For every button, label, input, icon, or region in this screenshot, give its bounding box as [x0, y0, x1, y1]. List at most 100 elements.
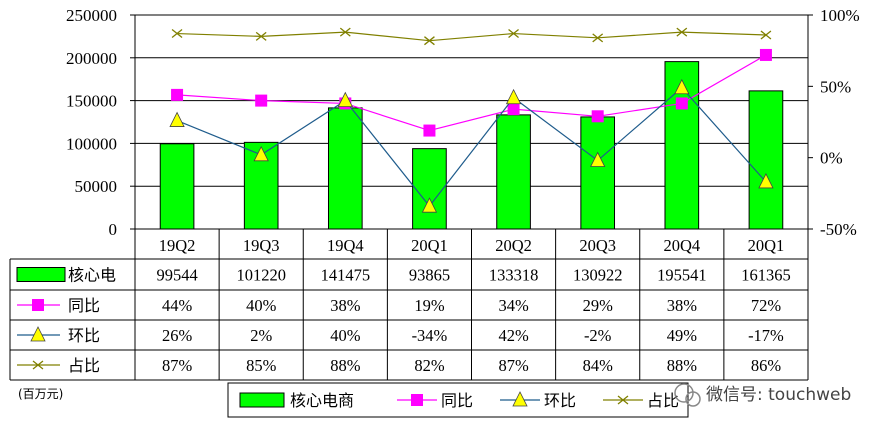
marker-square — [423, 124, 436, 137]
category-label: 20Q2 — [495, 236, 532, 255]
table-cell: 87% — [162, 356, 193, 375]
watermark: 微信号: touchweb — [674, 383, 851, 407]
table-cell: 44% — [162, 296, 193, 315]
table-cell: 93865 — [409, 266, 450, 285]
table-cell: 84% — [583, 356, 614, 375]
wechat-icon — [674, 383, 694, 403]
table-key-marker — [32, 299, 44, 311]
marker-x — [339, 27, 351, 37]
marker-triangle — [169, 111, 185, 127]
table-cell: 99544 — [156, 266, 197, 285]
marker-x — [760, 30, 772, 40]
legend-label: 环比 — [544, 391, 576, 410]
y-tick-label: 0 — [109, 220, 118, 239]
table-cell: 195541 — [657, 266, 707, 285]
table-key-marker — [411, 394, 423, 406]
bar — [748, 90, 784, 230]
bar — [412, 148, 447, 230]
table-cell: 2% — [250, 326, 272, 345]
marker-square — [759, 48, 772, 61]
category-label: 20Q3 — [579, 236, 616, 255]
table-key-bar — [16, 267, 66, 282]
marker-x — [424, 36, 435, 46]
table-cell: 34% — [498, 296, 529, 315]
bar — [327, 107, 363, 230]
table-cell: 130922 — [573, 266, 623, 285]
legend-label: 占比 — [647, 391, 679, 410]
table-cell: 38% — [667, 296, 698, 315]
marker-x — [592, 33, 604, 43]
marker-square — [171, 88, 184, 101]
series-line — [177, 54, 767, 132]
table-cell: 42% — [498, 326, 529, 345]
axes: 250000 200000 150000 100000 50000 0 100% 50% 0% -… — [66, 6, 860, 239]
table-cell: -17% — [748, 326, 784, 345]
marker-x — [508, 29, 519, 39]
marker-square — [507, 103, 520, 116]
legend-label: 同比 — [441, 391, 473, 410]
y-tick-label: 100000 — [66, 134, 117, 153]
marker-x — [676, 27, 688, 37]
marker-square — [591, 110, 604, 123]
marker-triangle — [758, 173, 774, 189]
table-cell: 38% — [330, 296, 361, 315]
marker-triangle — [505, 88, 522, 105]
legend: 核心电商 同比 环比 占比 — [227, 382, 689, 418]
y-tick-label: 200000 — [66, 49, 117, 68]
marker-triangle — [421, 197, 438, 213]
y2-tick-label: 0% — [820, 149, 843, 168]
category-label: 20Q1 — [748, 236, 785, 255]
table-cell: 87% — [498, 356, 529, 375]
category-label: 19Q4 — [327, 236, 364, 255]
category-label: 19Q2 — [159, 236, 196, 255]
table-cell: 40% — [330, 326, 361, 345]
category-label: 20Q4 — [663, 236, 700, 255]
table-cell: 82% — [414, 356, 445, 375]
table-cell: 19% — [414, 296, 445, 315]
wechat-icon-bubble — [685, 391, 701, 407]
bar-series — [159, 61, 784, 230]
table-cell: 101220 — [236, 266, 286, 285]
bar — [580, 116, 616, 230]
table-cell: 49% — [667, 326, 698, 345]
marker-triangle — [590, 151, 606, 167]
unit-label: (百万元) — [18, 387, 63, 401]
table-cell: 88% — [330, 356, 361, 375]
table-key-marker — [32, 360, 44, 370]
y2-tick-label: 50% — [820, 77, 851, 96]
legend-swatch — [239, 392, 285, 408]
grid-lines — [135, 14, 808, 187]
marker-x — [255, 31, 267, 41]
marker-triangle — [253, 145, 269, 162]
y-tick-label: 50000 — [75, 177, 118, 196]
marker-square — [675, 97, 688, 110]
bar — [496, 114, 531, 230]
table-row-label: 同比 — [68, 296, 100, 315]
legend-label: 核心电商 — [290, 391, 354, 410]
table-cell: -2% — [584, 326, 612, 345]
table-key-marker — [512, 391, 528, 407]
table-cell: 26% — [162, 326, 193, 345]
table-cell: 86% — [751, 356, 782, 375]
marker-x — [171, 29, 183, 39]
y-tick-label: 250000 — [66, 6, 117, 25]
table-cell: 88% — [667, 356, 698, 375]
series-line — [176, 86, 767, 208]
category-label: 19Q3 — [243, 236, 280, 255]
table-row-label: 占比 — [68, 356, 100, 375]
y2-tick-label: -50% — [820, 220, 857, 239]
table-cell: -34% — [412, 326, 448, 345]
table-cell: 72% — [751, 296, 782, 315]
marker-triangle — [337, 91, 353, 107]
bar — [159, 143, 195, 230]
series-line — [177, 31, 766, 42]
table-key-marker — [30, 326, 46, 342]
table-row-label: 核心电 — [68, 266, 116, 285]
marker-triangle — [674, 78, 690, 95]
watermark-text: 微信号: touchweb — [706, 385, 851, 405]
marker-square — [255, 94, 268, 107]
table-cell: 85% — [246, 356, 277, 375]
category-label: 20Q1 — [411, 236, 448, 255]
table-cell: 40% — [246, 296, 277, 315]
